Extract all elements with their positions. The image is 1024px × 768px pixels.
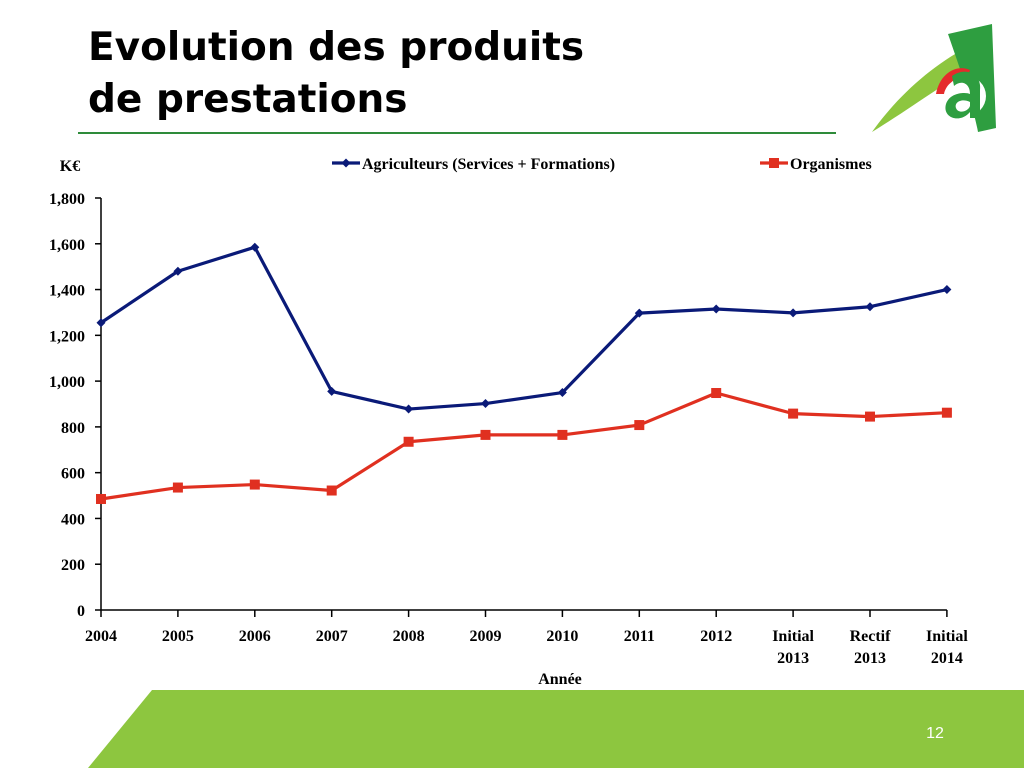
- data-point: [96, 318, 106, 328]
- legend-marker: [769, 158, 779, 168]
- data-point: [403, 436, 414, 447]
- slide-title-line-2: de prestations: [88, 77, 408, 122]
- x-tick-label: 2008: [393, 628, 425, 645]
- data-point: [865, 411, 875, 422]
- x-tick-label: 2006: [239, 628, 271, 645]
- data-point: [96, 493, 106, 504]
- data-point: [941, 407, 952, 418]
- x-axis: 2004 2005 2006 2007 2008 2009 2010 2011 2012 Init…: [85, 609, 968, 667]
- legend-label: Organismes: [790, 156, 872, 173]
- chart-legend: Agriculteurs (Services + Formations) Orga…: [332, 156, 872, 173]
- series-line: [100, 245, 948, 411]
- data-point: [172, 482, 183, 493]
- x-axis-label: Année: [538, 671, 582, 688]
- legend-marker: [341, 158, 351, 168]
- line-chart: Agriculteurs (Services + Formations) Orga…: [49, 156, 968, 688]
- x-tick-label: 2005: [162, 628, 194, 645]
- x-tick-label: 2012: [700, 628, 732, 645]
- data-point: [481, 399, 490, 409]
- data-point: [404, 404, 414, 414]
- slide-title-line-1: Evolution des produits: [88, 25, 585, 70]
- y-tick-label: 200: [61, 557, 85, 574]
- data-point: [711, 388, 722, 399]
- data-point: [327, 386, 337, 396]
- series-line: [100, 391, 947, 501]
- x-tick-label: 2004: [85, 628, 117, 645]
- legend-entry-2: Organismes: [760, 156, 872, 173]
- legend-entry-1: Agriculteurs (Services + Formations): [332, 156, 615, 173]
- page-number: 12: [926, 725, 944, 742]
- title-underline: [78, 132, 836, 134]
- y-axis: 0 200 400 600 800 1,000 1,200 1,400 1,600 1,800: [49, 191, 102, 620]
- y-tick-label: 1,800: [49, 191, 85, 208]
- data-point: [865, 302, 875, 312]
- x-tick-label: Initial 2014: [926, 628, 968, 667]
- series-1: [96, 242, 952, 414]
- data-point: [711, 304, 721, 314]
- data-point: [788, 308, 798, 318]
- data-point: [326, 485, 337, 496]
- y-tick-label: 400: [61, 511, 85, 528]
- data-point: [788, 408, 799, 419]
- data-point: [942, 285, 952, 295]
- x-tick-label: Initial 2013: [772, 628, 814, 667]
- data-point: [634, 308, 644, 318]
- x-tick-label: 2010: [546, 628, 578, 645]
- y-tick-label: 1,600: [49, 237, 85, 254]
- series-2: [96, 388, 952, 504]
- footer-band: [88, 690, 1024, 768]
- brand-logo: [872, 24, 996, 132]
- data-point: [173, 266, 183, 276]
- legend-label: Agriculteurs (Services + Formations): [362, 156, 615, 173]
- y-tick-label: 600: [61, 466, 85, 483]
- data-point: [249, 479, 260, 490]
- slide-title: Evolution des produits de prestations: [88, 22, 584, 126]
- y-tick-label: 1,400: [49, 283, 85, 300]
- x-tick-label: 2007: [316, 628, 348, 645]
- plot-area: [96, 242, 952, 504]
- x-tick-label: 2011: [624, 628, 655, 645]
- data-point: [250, 242, 260, 252]
- y-tick-label: 0: [77, 603, 85, 620]
- data-point: [634, 420, 645, 431]
- y-tick-label: 800: [61, 420, 85, 437]
- y-tick-label: 1,000: [49, 374, 85, 391]
- data-point: [557, 388, 567, 398]
- data-point: [557, 429, 568, 440]
- y-axis-label: K€: [60, 158, 80, 175]
- y-tick-label: 1,200: [49, 328, 85, 345]
- x-tick-label: Rectif 2013: [850, 628, 892, 667]
- x-tick-label: 2009: [470, 628, 502, 645]
- data-point: [480, 429, 491, 440]
